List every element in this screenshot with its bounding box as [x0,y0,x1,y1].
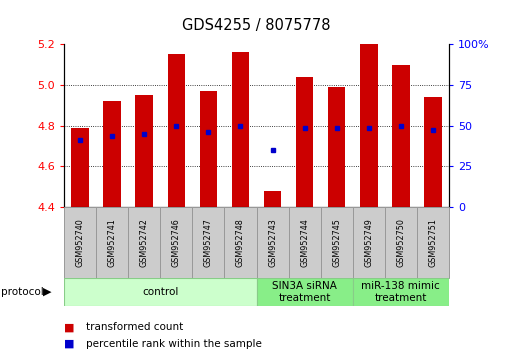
Text: SIN3A siRNA
treatment: SIN3A siRNA treatment [272,281,337,303]
Text: GSM952744: GSM952744 [300,218,309,267]
Bar [128,207,160,278]
Text: GSM952748: GSM952748 [236,218,245,267]
Text: control: control [142,287,179,297]
Bar [64,278,256,306]
Bar [64,207,96,278]
Text: ▶: ▶ [43,287,51,297]
Bar [424,97,442,207]
Text: GSM952743: GSM952743 [268,218,277,267]
Bar [321,207,353,278]
Text: GSM952747: GSM952747 [204,218,213,267]
Text: GSM952741: GSM952741 [108,218,117,267]
Bar [288,207,321,278]
Text: GSM952740: GSM952740 [75,218,85,267]
Text: GSM952751: GSM952751 [428,218,438,267]
Text: GSM952750: GSM952750 [396,218,405,267]
Bar [417,207,449,278]
Bar [256,207,288,278]
Text: GSM952742: GSM952742 [140,218,149,267]
Text: ■: ■ [64,322,74,332]
Bar [135,95,153,207]
Text: percentile rank within the sample: percentile rank within the sample [86,339,262,349]
Bar [200,91,217,207]
Bar [360,44,378,207]
Bar [225,207,256,278]
Bar [232,52,249,207]
Bar [385,207,417,278]
Bar [353,207,385,278]
Bar [160,207,192,278]
Text: transformed count: transformed count [86,322,183,332]
Bar [104,101,121,207]
Bar [96,207,128,278]
Bar [264,191,281,207]
Bar [71,128,89,207]
Bar [392,65,409,207]
Bar [256,278,353,306]
Bar [296,77,313,207]
Text: GDS4255 / 8075778: GDS4255 / 8075778 [182,18,331,33]
Bar [328,87,345,207]
Bar [192,207,225,278]
Text: miR-138 mimic
treatment: miR-138 mimic treatment [361,281,440,303]
Bar [353,278,449,306]
Text: ■: ■ [64,339,74,349]
Text: GSM952745: GSM952745 [332,218,341,267]
Text: GSM952749: GSM952749 [364,218,373,267]
Text: GSM952746: GSM952746 [172,218,181,267]
Bar [168,55,185,207]
Text: protocol: protocol [1,287,44,297]
